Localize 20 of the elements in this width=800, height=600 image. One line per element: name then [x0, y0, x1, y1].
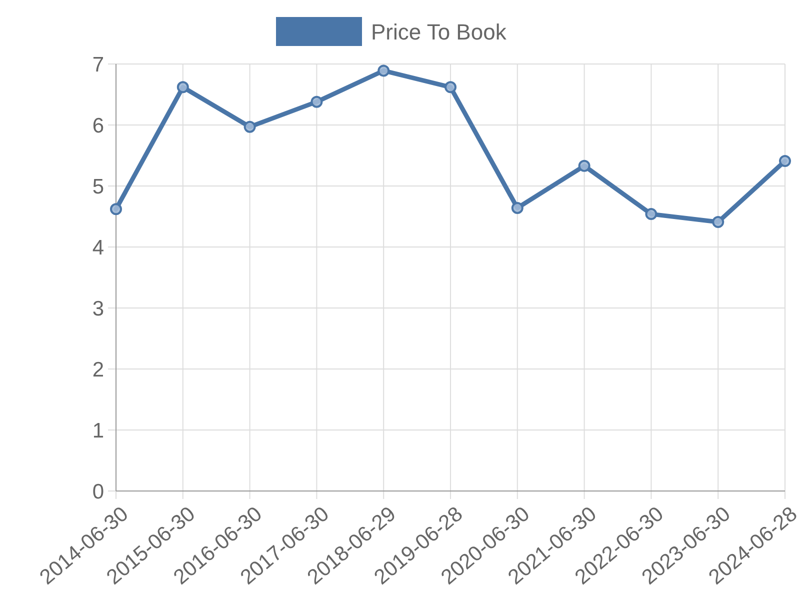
y-tick-label: 3 [92, 297, 104, 320]
y-tick-label: 2 [92, 358, 104, 382]
y-tick-label: 4 [92, 236, 104, 260]
point [444, 81, 456, 94]
point [244, 120, 256, 133]
y-tick-label: 5 [92, 175, 104, 198]
point [310, 96, 323, 108]
point [511, 202, 524, 214]
y-tick-label: 6 [92, 114, 104, 138]
y-tick-label: 0 [92, 480, 104, 504]
point [176, 81, 189, 94]
point [110, 203, 122, 216]
point [578, 160, 590, 172]
point [779, 154, 791, 167]
point [645, 208, 658, 220]
point [378, 64, 390, 77]
y-tick-label: 7 [92, 53, 104, 76]
point [712, 216, 724, 228]
y-tick-label: 1 [92, 419, 104, 442]
legend-label: Price To Book [371, 20, 508, 45]
